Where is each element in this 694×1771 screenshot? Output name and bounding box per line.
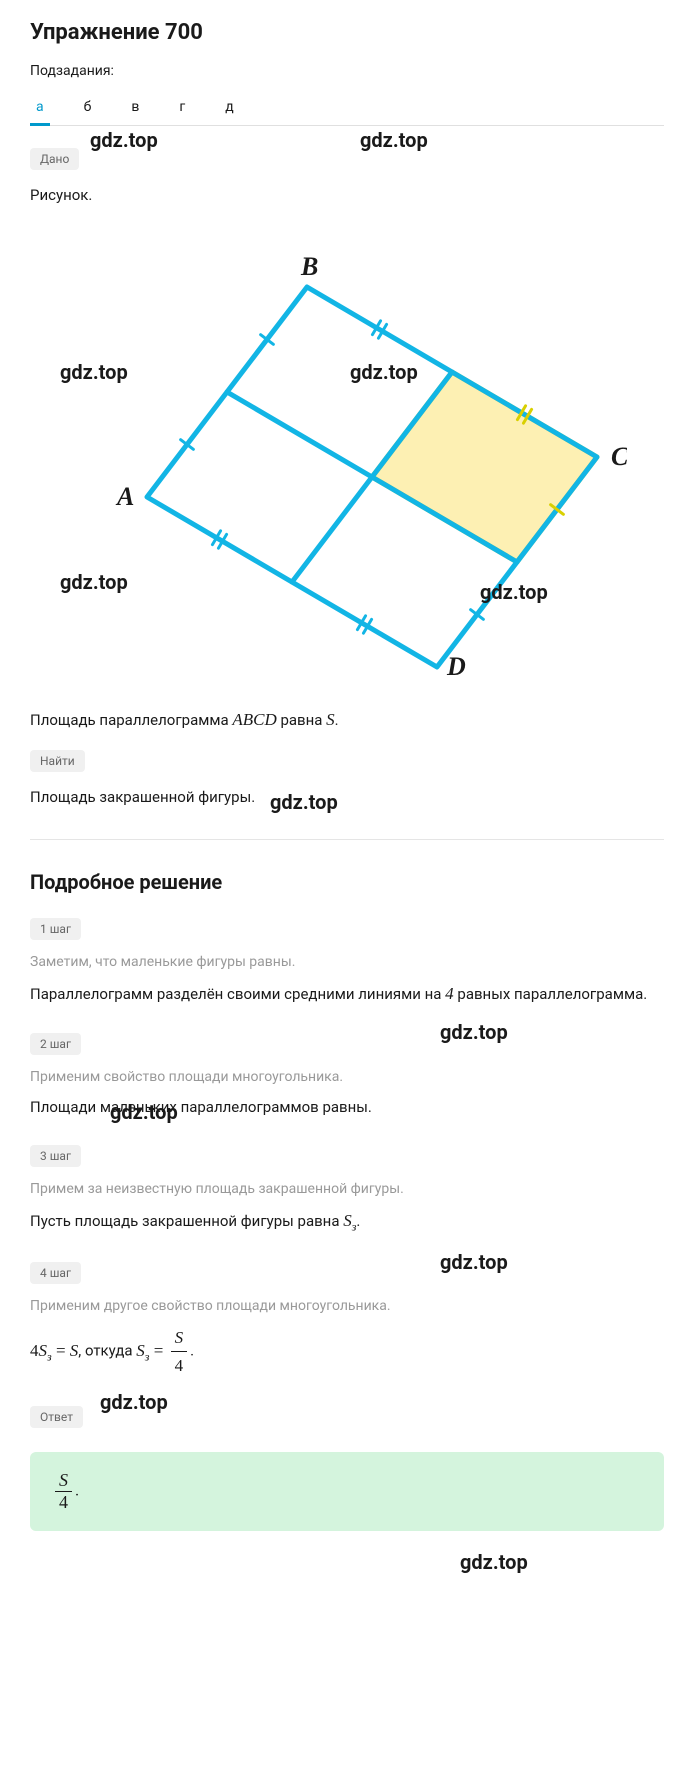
step-2-badge: 2 шаг — [30, 1033, 81, 1055]
area-end: . — [335, 711, 339, 729]
step-1-before: Параллелограмм разделён своими средними … — [30, 985, 445, 1003]
step-4-hint: Применим другое свойство площади многоуг… — [30, 1298, 664, 1314]
find-badge: Найти — [30, 750, 85, 772]
solution-title: Подробное решение — [30, 870, 664, 894]
step-1-after: равных параллелограмма. — [454, 985, 648, 1003]
step-1-badge: 1 шаг — [30, 918, 81, 940]
step-4: 4 шаг Применим другое свойство площади м… — [30, 1262, 664, 1379]
step-3-badge: 3 шаг — [30, 1145, 81, 1167]
content-wrapper: Упражнение 700 Подзадания: а б в г д Дан… — [30, 20, 664, 1531]
given-text: Рисунок. — [30, 184, 664, 207]
step-1-num: 4 — [445, 984, 454, 1003]
svg-text:C: C — [611, 442, 627, 471]
step-3-hint: Примем за неизвестную площадь закрашенно… — [30, 1181, 664, 1197]
step-4-badge: 4 шаг — [30, 1262, 81, 1284]
svg-text:A: A — [115, 482, 134, 511]
tab-b[interactable]: б — [78, 91, 98, 125]
area-mid: равна — [277, 711, 326, 729]
step-3-var: Sз — [343, 1211, 356, 1230]
step-4-result: Sз = S4 — [136, 1341, 190, 1360]
area-statement: Площадь параллелограмма ABCD равна S. — [30, 707, 664, 733]
answer-value: S4 — [52, 1479, 75, 1499]
step-2-text: Площади маленьких параллелограммов равны… — [30, 1095, 664, 1119]
step-1: 1 шаг Заметим, что маленькие фигуры равн… — [30, 918, 664, 1007]
find-block: Найти Площадь закрашенной фигуры. — [30, 750, 664, 809]
step-3-before: Пусть площадь закрашенной фигуры равна — [30, 1212, 343, 1230]
answer-badge: Ответ — [30, 1406, 83, 1428]
tabs-container: а б в г д — [30, 91, 664, 126]
tab-a[interactable]: а — [30, 91, 50, 125]
area-before: Площадь параллелограмма — [30, 711, 232, 729]
step-1-hint: Заметим, что маленькие фигуры равны. — [30, 954, 664, 970]
diagram-container: A B C D — [30, 237, 664, 677]
find-text: Площадь закрашенной фигуры. — [30, 786, 664, 809]
step-2-hint: Применим свойство площади многоугольника… — [30, 1069, 664, 1085]
svg-text:B: B — [300, 252, 318, 281]
divider — [30, 839, 664, 840]
area-s: S — [326, 710, 335, 729]
tab-g[interactable]: г — [173, 91, 191, 125]
step-1-text: Параллелограмм разделён своими средними … — [30, 980, 664, 1007]
subtasks-label: Подзадания: — [30, 63, 664, 79]
step-2: 2 шаг Применим свойство площади многоуго… — [30, 1033, 664, 1119]
area-abcd: ABCD — [232, 710, 276, 729]
parallelogram-diagram: A B C D — [67, 237, 627, 677]
step-3: 3 шаг Примем за неизвестную площадь закр… — [30, 1145, 664, 1237]
answer-box: S4. — [30, 1452, 664, 1531]
page-title: Упражнение 700 — [30, 20, 664, 45]
svg-text:D: D — [446, 652, 466, 677]
given-badge: Дано — [30, 148, 79, 170]
step-4-equation: 4Sз = S — [30, 1341, 78, 1360]
step-4-text: 4Sз = S, откуда Sз = S4. — [30, 1324, 664, 1379]
tab-d[interactable]: д — [219, 91, 239, 125]
given-block: Дано Рисунок. — [30, 148, 664, 207]
tab-v[interactable]: в — [125, 91, 145, 125]
step-3-text: Пусть площадь закрашенной фигуры равна S… — [30, 1207, 664, 1237]
